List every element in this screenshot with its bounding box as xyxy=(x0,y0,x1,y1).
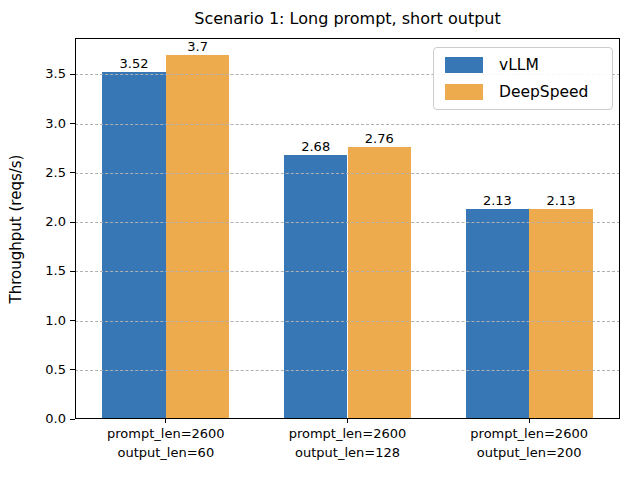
legend-label: DeepSpeed xyxy=(499,83,588,101)
y-gridline xyxy=(75,124,620,125)
legend-item-deepspeed: DeepSpeed xyxy=(445,83,601,101)
y-tick-label: 3.0 xyxy=(0,115,66,133)
figure: Scenario 1: Long prompt, short output Th… xyxy=(0,0,640,480)
y-tick-label: 0.5 xyxy=(0,361,66,379)
y-tick-label: 2.0 xyxy=(0,213,66,231)
bar-vllm-1 xyxy=(284,155,348,419)
x-tick-label: prompt_len=2600 output_len=128 xyxy=(258,425,438,463)
bar-deepspeed-0 xyxy=(166,55,230,419)
bar-value-label: 2.76 xyxy=(339,131,419,146)
y-gridline xyxy=(75,173,620,174)
legend-label: vLLM xyxy=(499,56,539,74)
y-gridline xyxy=(75,370,620,371)
y-tick-label: 1.5 xyxy=(0,262,66,280)
x-tick-label: prompt_len=2600 output_len=200 xyxy=(439,425,619,463)
legend: vLLM DeepSpeed xyxy=(433,47,613,110)
x-tick-mark xyxy=(347,419,348,423)
bar-vllm-2 xyxy=(466,209,530,419)
bar-value-label: 3.52 xyxy=(94,56,174,71)
bar-value-label: 3.7 xyxy=(158,39,238,54)
legend-swatch-vllm xyxy=(445,57,483,73)
y-gridline xyxy=(75,321,620,322)
x-tick-mark xyxy=(529,419,530,423)
x-tick-mark xyxy=(165,419,166,423)
y-tick-label: 0.0 xyxy=(0,410,66,428)
y-tick-label: 1.0 xyxy=(0,312,66,330)
y-gridline xyxy=(75,271,620,272)
y-gridline xyxy=(75,222,620,223)
legend-item-vllm: vLLM xyxy=(445,56,601,74)
bar-value-label: 2.13 xyxy=(521,193,601,208)
legend-swatch-deepspeed xyxy=(445,84,483,100)
x-tick-label: prompt_len=2600 output_len=60 xyxy=(76,425,256,463)
bar-deepspeed-1 xyxy=(348,147,412,419)
bar-deepspeed-2 xyxy=(529,209,593,419)
y-tick-label: 2.5 xyxy=(0,164,66,182)
y-tick-label: 3.5 xyxy=(0,65,66,83)
chart-title: Scenario 1: Long prompt, short output xyxy=(75,9,620,28)
y-tick-mark xyxy=(70,419,75,420)
